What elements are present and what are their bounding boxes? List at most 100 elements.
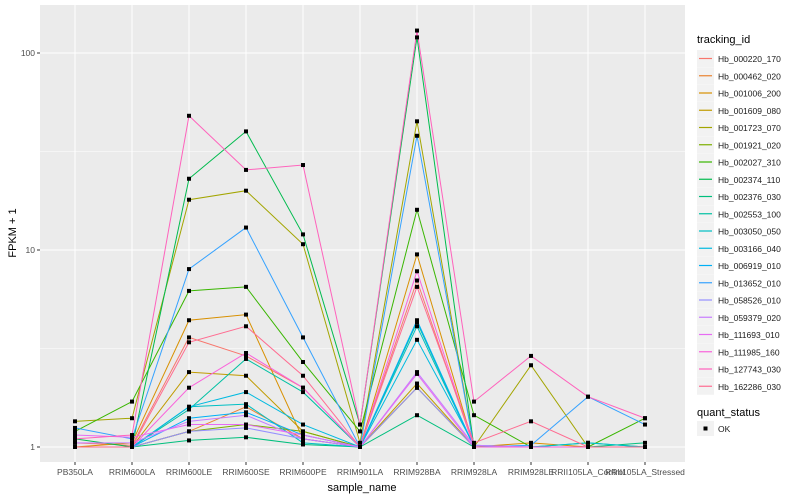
- data-point: [358, 445, 362, 449]
- data-point: [73, 433, 77, 438]
- ok-point-icon: [703, 426, 708, 431]
- data-point: [472, 440, 476, 445]
- data-point: [244, 284, 248, 289]
- x-tick-label: RRIM600SE: [222, 467, 270, 477]
- data-point: [472, 399, 476, 404]
- data-point: [244, 402, 248, 407]
- data-point: [301, 373, 305, 378]
- legend-label: Hb_000462_020: [718, 71, 781, 81]
- data-point: [415, 385, 419, 390]
- data-point: [244, 356, 248, 361]
- legend-label: Hb_111985_160: [718, 347, 780, 357]
- data-point: [244, 188, 248, 193]
- data-point: [415, 35, 419, 40]
- data-point: [415, 318, 419, 323]
- data-point: [415, 337, 419, 342]
- data-point: [244, 435, 248, 440]
- data-point: [244, 129, 248, 134]
- legend-label: Hb_002027_310: [718, 158, 781, 168]
- data-point: [529, 419, 533, 424]
- data-point: [187, 113, 191, 118]
- data-point: [301, 360, 305, 365]
- data-point: [586, 440, 590, 445]
- legend-label: Hb_001921_020: [718, 140, 781, 150]
- legend-label: Hb_002374_110: [718, 175, 781, 185]
- y-tick-label: 1: [30, 442, 35, 452]
- data-point: [415, 371, 419, 376]
- x-tick-label: RRIM600PE: [279, 467, 327, 477]
- data-point: [187, 340, 191, 345]
- data-point: [73, 440, 77, 445]
- x-axis-title: sample_name: [327, 482, 396, 494]
- x-tick-label: RRII105LA_Stressed: [605, 467, 685, 477]
- legend-label: Hb_002553_100: [718, 209, 781, 219]
- x-tick-label: RRIM928BA: [393, 467, 441, 477]
- x-tick-label: PB350LA: [57, 467, 93, 477]
- x-tick-label: RRIM928LE: [508, 467, 555, 477]
- data-point: [187, 267, 191, 272]
- x-tick-label: RRIM600LA: [109, 467, 156, 477]
- data-point: [415, 284, 419, 289]
- data-point: [244, 425, 248, 430]
- data-point: [187, 370, 191, 375]
- data-point: [643, 422, 647, 427]
- data-point: [472, 413, 476, 418]
- legend-label: Hb_001609_080: [718, 106, 781, 116]
- legend-label: Hb_006919_010: [718, 261, 781, 271]
- data-point: [187, 335, 191, 340]
- x-tick-label: RRIM928LA: [451, 467, 498, 477]
- data-point: [415, 278, 419, 283]
- data-point: [187, 197, 191, 202]
- data-point: [472, 445, 476, 449]
- data-point: [301, 163, 305, 168]
- data-point: [415, 324, 419, 329]
- data-point: [244, 225, 248, 230]
- x-tick-label: RRII105LA_Control: [551, 467, 625, 477]
- data-point: [643, 445, 647, 449]
- data-point: [643, 416, 647, 421]
- data-point: [301, 335, 305, 340]
- data-point: [301, 385, 305, 390]
- data-point: [187, 318, 191, 323]
- y-tick-label: 10: [26, 245, 36, 255]
- data-point: [529, 353, 533, 358]
- data-point: [301, 433, 305, 438]
- shape-legend-label: OK: [718, 424, 731, 434]
- legend-label: Hb_000220_170: [718, 54, 781, 64]
- data-point: [301, 242, 305, 247]
- legend-title: tracking_id: [697, 34, 750, 46]
- legend-label: Hb_111693_010: [718, 330, 780, 340]
- data-point: [244, 413, 248, 418]
- data-point: [244, 351, 248, 356]
- data-point: [415, 252, 419, 257]
- data-point: [358, 429, 362, 434]
- data-point: [415, 28, 419, 33]
- data-point: [415, 133, 419, 138]
- data-point: [301, 390, 305, 395]
- data-point: [301, 440, 305, 445]
- data-point: [244, 373, 248, 378]
- data-point: [244, 404, 248, 409]
- data-point: [187, 407, 191, 412]
- data-point: [244, 422, 248, 427]
- legend-label: Hb_003166_040: [718, 244, 781, 254]
- legend-label: Hb_127743_030: [718, 365, 781, 375]
- data-point: [187, 422, 191, 427]
- legend-label: Hb_002376_030: [718, 192, 781, 202]
- y-tick-label: 100: [21, 48, 35, 58]
- data-point: [529, 445, 533, 449]
- data-point: [244, 410, 248, 415]
- x-tick-label: RRIM901LA: [337, 467, 384, 477]
- data-point: [643, 440, 647, 445]
- data-point: [301, 422, 305, 427]
- y-axis-title: FPKM + 1: [7, 208, 19, 257]
- data-point: [301, 429, 305, 434]
- data-point: [130, 440, 134, 445]
- data-point: [130, 445, 134, 449]
- data-point: [244, 390, 248, 395]
- data-point: [301, 232, 305, 237]
- legend-label: Hb_162286_030: [718, 382, 781, 392]
- x-tick-label: RRIM600LE: [166, 467, 213, 477]
- legend-label: Hb_013652_010: [718, 278, 781, 288]
